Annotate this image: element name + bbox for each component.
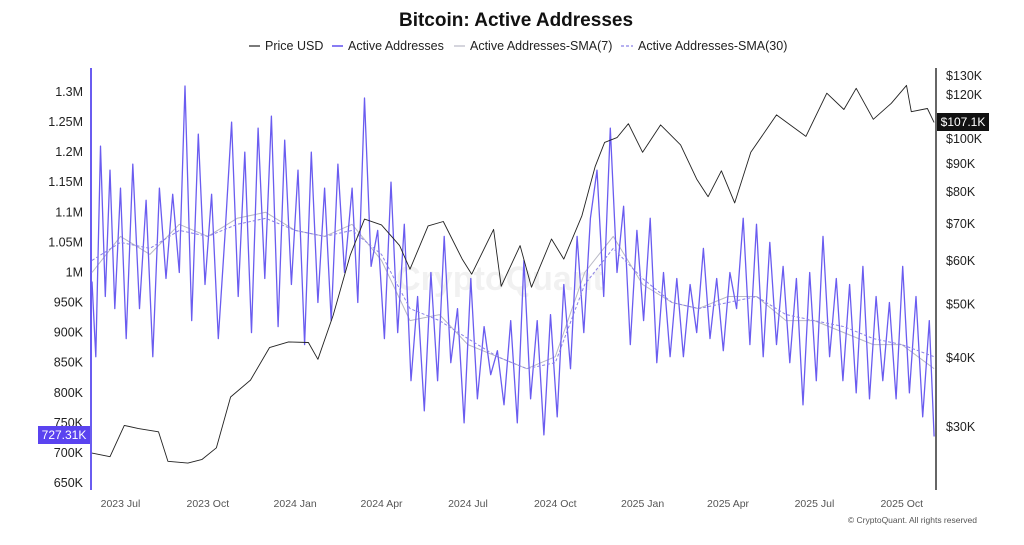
y-right-tick-label: $60K <box>946 254 976 268</box>
y-left-tick-label: 1.1M <box>55 205 83 219</box>
x-tick-label: 2025 Oct <box>880 498 923 510</box>
y-left-tick-label: 1.15M <box>48 175 83 189</box>
current-active-badge: 727.31K <box>38 426 90 444</box>
legend-label-sma7: Active Addresses-SMA(7) <box>470 39 612 53</box>
legend-label-sma30: Active Addresses-SMA(30) <box>638 39 787 53</box>
y-left-tick-label: 900K <box>54 326 84 340</box>
series-layer <box>91 84 935 464</box>
y-right-tick-label: $70K <box>946 217 976 231</box>
current-price-badge-bg <box>937 113 989 131</box>
current-active-badge-bg <box>38 426 90 444</box>
y-left-tick-label: 1.3M <box>55 85 83 99</box>
series-line-active-addresses <box>91 85 935 437</box>
x-tick-label: 2025 Jan <box>621 498 664 510</box>
x-tick-label: 2025 Jul <box>795 498 835 510</box>
y-right-tick-label: $100K <box>946 132 983 146</box>
x-tick-label: 2024 Jan <box>274 498 317 510</box>
x-tick-label: 2025 Apr <box>707 498 750 510</box>
y-left-tick-label: 950K <box>54 296 84 310</box>
series-line-price-usd <box>91 84 935 464</box>
y-right-ticks: $130K $120K $100K $90K $80K $70K $60K $50K $40K $… <box>946 69 983 434</box>
y-right-tick-label: $120K <box>946 88 983 102</box>
copyright: © CryptoQuant. All rights reserved <box>848 515 977 525</box>
y-left-tick-label: 850K <box>54 356 84 370</box>
x-tick-label: 2024 Oct <box>534 498 577 510</box>
x-tick-label: 2024 Jul <box>448 498 488 510</box>
y-left-tick-label: 1.25M <box>48 115 83 129</box>
y-right-tick-label: $90K <box>946 157 976 171</box>
y-left-tick-label: 1.05M <box>48 235 83 249</box>
series-line-active-addresses-sma-7 <box>91 211 935 370</box>
current-price-badge: $107.1K <box>937 113 989 131</box>
x-tick-label: 2023 Oct <box>187 498 230 510</box>
y-right-tick-label: $130K <box>946 69 983 83</box>
legend: Price USD Active Addresses Active Addres… <box>249 39 787 53</box>
current-price-value: $107.1K <box>941 115 986 129</box>
legend-label-price: Price USD <box>265 39 323 53</box>
y-left-tick-label: 700K <box>54 446 84 460</box>
legend-label-active: Active Addresses <box>348 39 444 53</box>
x-tick-label: 2023 Jul <box>101 498 141 510</box>
y-left-tick-label: 650K <box>54 476 84 490</box>
y-left-tick-label: 1.2M <box>55 145 83 159</box>
x-tick-label: 2024 Apr <box>361 498 404 510</box>
current-active-value: 727.31K <box>42 428 87 442</box>
y-left-tick-label: 800K <box>54 386 84 400</box>
y-left-tick-label: 1M <box>66 265 83 279</box>
y-right-tick-label: $50K <box>946 298 976 312</box>
y-right-tick-label: $40K <box>946 351 976 365</box>
x-ticks: 2023 Jul 2023 Oct 2024 Jan 2024 Apr 2024 Jul… <box>101 498 924 510</box>
y-right-tick-label: $30K <box>946 420 976 434</box>
y-right-tick-label: $80K <box>946 185 976 199</box>
chart-title: Bitcoin: Active Addresses <box>399 10 633 31</box>
